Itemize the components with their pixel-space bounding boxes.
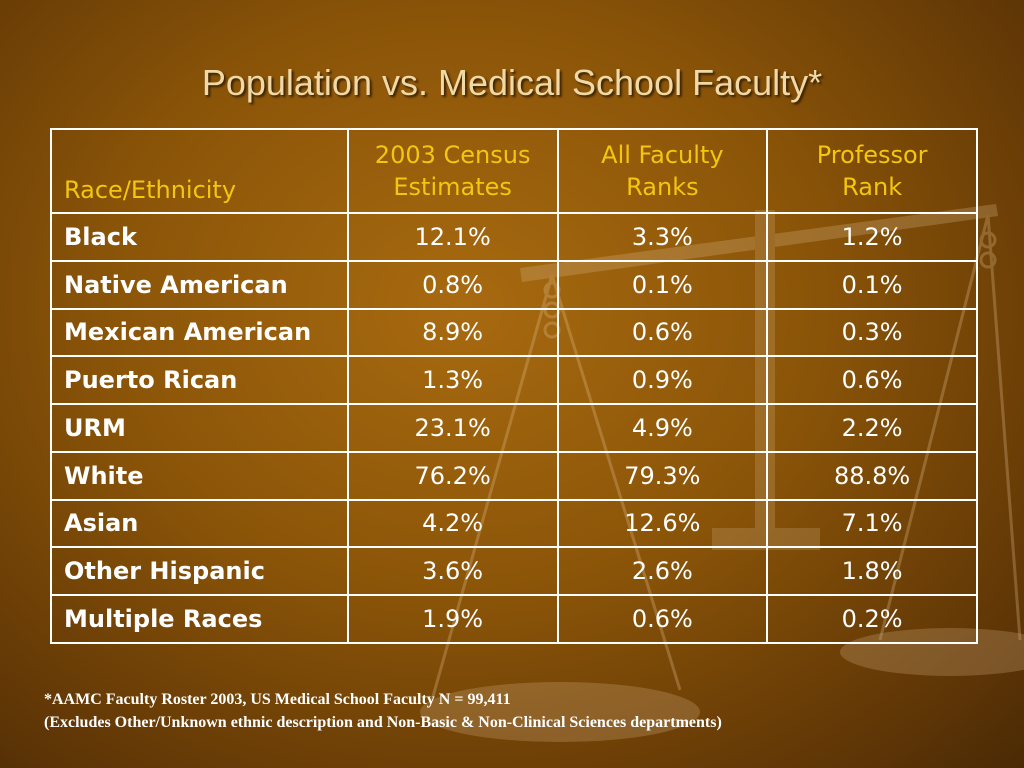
table-row: Mexican American 8.9% 0.6% 0.3% [50, 307, 978, 358]
header-all-faculty-ranks: All Faculty Ranks [556, 128, 769, 214]
row-label: Asian [50, 498, 349, 549]
table-row: Other Hispanic 3.6% 2.6% 1.8% [50, 546, 978, 597]
header-census-line2: Estimates [393, 173, 512, 201]
professor-cell: 0.2% [766, 594, 978, 644]
table-row: Black 12.1% 3.3% 1.2% [50, 212, 978, 262]
table-row: Native American 0.8% 0.1% 0.1% [50, 259, 978, 310]
census-cell: 76.2% [346, 450, 559, 501]
table-row: Multiple Races 1.9% 0.6% 0.2% [50, 594, 978, 644]
row-label: Other Hispanic [50, 546, 349, 597]
faculty-cell: 0.9% [556, 355, 769, 406]
faculty-cell: 12.6% [556, 498, 769, 549]
faculty-cell: 0.6% [556, 594, 769, 644]
table-row: Puerto Rican 1.3% 0.9% 0.6% [50, 355, 978, 406]
header-census-line1: 2003 Census [374, 141, 531, 169]
professor-cell: 1.8% [766, 546, 978, 597]
row-label: White [50, 450, 349, 501]
census-cell: 0.8% [346, 259, 559, 310]
footnote-exclusions: (Excludes Other/Unknown ethnic descripti… [44, 714, 722, 731]
header-professor-line2: Rank [842, 173, 903, 201]
faculty-cell: 0.6% [556, 307, 769, 358]
row-label: Mexican American [50, 307, 349, 358]
census-cell: 1.3% [346, 355, 559, 406]
census-cell: 8.9% [346, 307, 559, 358]
header-faculty-line2: Ranks [626, 173, 699, 201]
faculty-comparison-table: Race/Ethnicity 2003 Census Estimates All… [50, 128, 978, 644]
footnote: *AAMC Faculty Roster 2003, US Medical Sc… [44, 688, 1004, 734]
professor-cell: 1.2% [766, 212, 978, 262]
row-label: Multiple Races [50, 594, 349, 644]
census-cell: 23.1% [346, 403, 559, 453]
professor-cell: 2.2% [766, 403, 978, 453]
header-faculty-line1: All Faculty [601, 141, 724, 169]
table-row: White 76.2% 79.3% 88.8% [50, 450, 978, 501]
census-cell: 12.1% [346, 212, 559, 262]
header-professor-line1: Professor [816, 141, 928, 169]
table-row: Asian 4.2% 12.6% 7.1% [50, 498, 978, 549]
row-label: Black [50, 212, 349, 262]
census-cell: 1.9% [346, 594, 559, 644]
professor-cell: 0.6% [766, 355, 978, 406]
row-label: Native American [50, 259, 349, 310]
footnote-source: *AAMC Faculty Roster 2003, US Medical Sc… [44, 691, 511, 708]
faculty-cell: 79.3% [556, 450, 769, 501]
professor-cell: 0.3% [766, 307, 978, 358]
faculty-cell: 3.3% [556, 212, 769, 262]
faculty-cell: 4.9% [556, 403, 769, 453]
professor-cell: 7.1% [766, 498, 978, 549]
header-census-estimates: 2003 Census Estimates [346, 128, 559, 214]
header-race-ethnicity: Race/Ethnicity [50, 128, 349, 214]
row-label: Puerto Rican [50, 355, 349, 406]
table-header-row: Race/Ethnicity 2003 Census Estimates All… [50, 128, 978, 214]
slide-title: Population vs. Medical School Faculty* [201, 62, 823, 103]
census-cell: 4.2% [346, 498, 559, 549]
census-cell: 3.6% [346, 546, 559, 597]
professor-cell: 0.1% [766, 259, 978, 310]
faculty-cell: 2.6% [556, 546, 769, 597]
header-professor-rank: Professor Rank [766, 128, 978, 214]
faculty-cell: 0.1% [556, 259, 769, 310]
professor-cell: 88.8% [766, 450, 978, 501]
row-label: URM [50, 403, 349, 453]
table-row: URM 23.1% 4.9% 2.2% [50, 403, 978, 453]
